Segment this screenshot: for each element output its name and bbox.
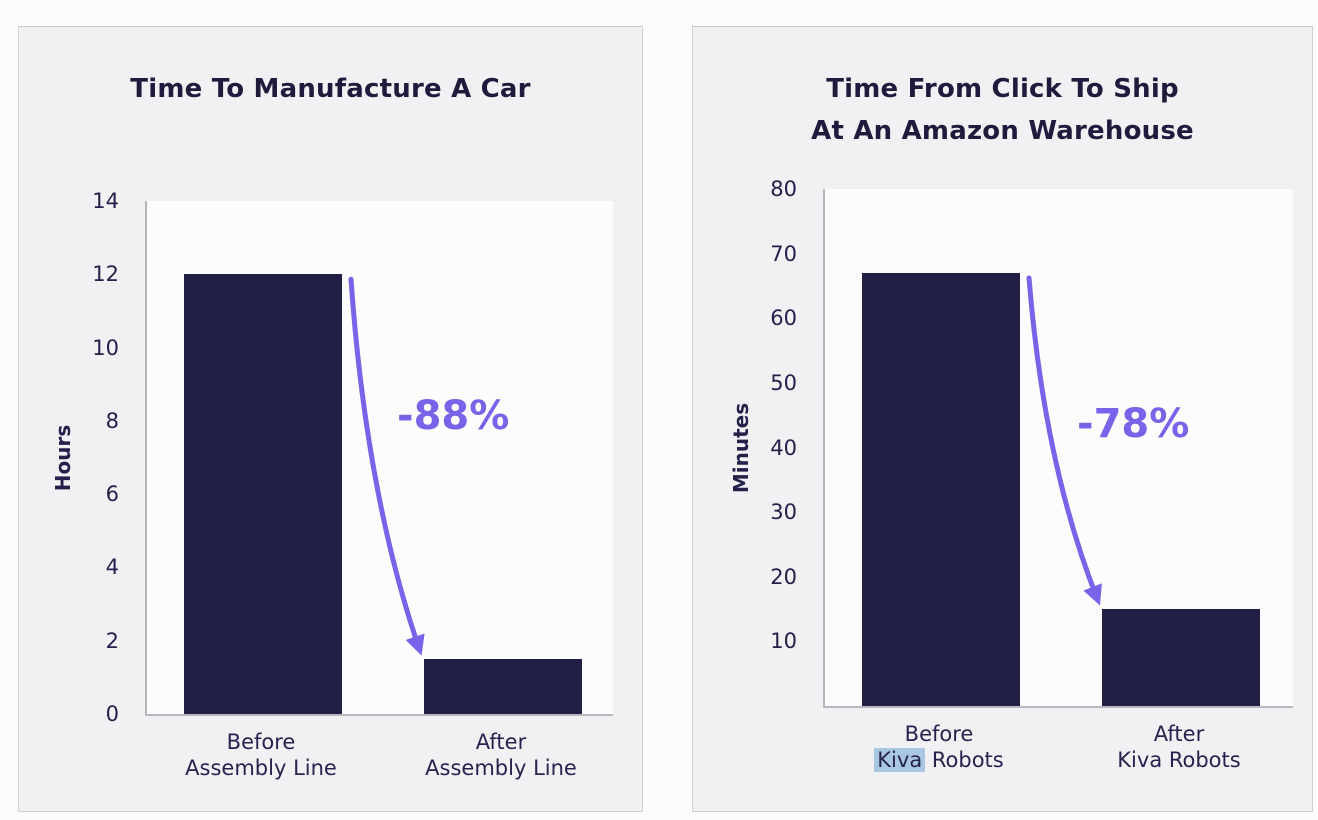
chart-title-line: Time To Manufacture A Car (130, 74, 531, 104)
decrease-arrow-icon (348, 276, 425, 656)
y-tick-label: 80 (770, 177, 797, 201)
bar-after-kiva-robots (1102, 609, 1260, 706)
car-manufacture-chart-card: Time To Manufacture A Car Hours -88% 0 2 4… (18, 26, 643, 812)
y-axis-title: Hours (51, 424, 75, 491)
y-tick-label: 20 (770, 564, 797, 589)
highlighted-word: Kiva (874, 748, 926, 772)
y-tick-label: 70 (770, 241, 797, 266)
x-category-label: After Kiva Robots (1117, 722, 1241, 772)
chart-title: Time To Manufacture A Car (19, 68, 642, 110)
y-tick-label: 2 (105, 628, 119, 653)
plot-area: -88% (145, 201, 613, 716)
y-tick-label: 10 (770, 629, 797, 654)
x-category-label: Before Kiva Robots (829, 721, 1049, 773)
chart-title-line: At An Amazon Warehouse (811, 116, 1194, 146)
y-tick-label: 40 (770, 435, 797, 460)
percent-decrease-label: -88% (397, 393, 510, 439)
plot-area: -78% (823, 189, 1293, 708)
y-tick-label: 30 (770, 500, 797, 525)
y-tick-label: 4 (105, 555, 119, 580)
bar-before-assembly-line (184, 274, 342, 714)
y-tick-label: 10 (92, 335, 119, 360)
y-tick-label: 6 (105, 482, 119, 507)
chart-title-line: Time From Click To Ship (826, 74, 1179, 104)
x-category-label: After Assembly Line (425, 730, 577, 780)
y-tick-label: 8 (105, 408, 119, 433)
y-tick-label: 50 (770, 370, 797, 395)
y-tick-label: 12 (92, 262, 119, 287)
bar-after-assembly-line (424, 659, 582, 714)
bar-before-kiva-robots (862, 273, 1020, 706)
chart-title: Time From Click To Ship At An Amazon War… (693, 68, 1312, 152)
amazon-warehouse-chart-card: Time From Click To Ship At An Amazon War… (692, 26, 1313, 812)
x-category-label: Before Assembly Line (185, 730, 337, 780)
y-tick-label: 0 (105, 702, 119, 726)
decrease-arrow-icon (1026, 275, 1102, 606)
y-tick-label: 60 (770, 306, 797, 331)
percent-decrease-label: -78% (1077, 401, 1190, 447)
y-tick-label: 14 (92, 189, 119, 213)
